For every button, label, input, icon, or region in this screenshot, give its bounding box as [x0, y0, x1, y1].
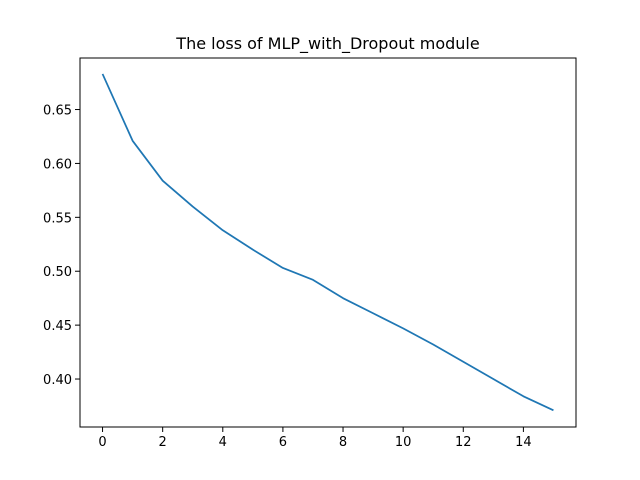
x-tick-label: 6: [279, 435, 287, 450]
x-tick-label: 14: [515, 435, 532, 450]
x-tick-label: 4: [219, 435, 227, 450]
chart-title: The loss of MLP_with_Dropout module: [175, 34, 479, 54]
y-axis-ticks: 0.40 0.45 0.50 0.55 0.60 0.65: [43, 104, 80, 388]
x-tick-label: 2: [159, 435, 167, 450]
y-tick-label: 0.50: [43, 265, 72, 280]
y-tick-label: 0.60: [43, 157, 72, 172]
y-tick-label: 0.55: [43, 211, 72, 226]
x-tick-label: 0: [98, 435, 106, 450]
x-tick-label: 10: [395, 435, 412, 450]
x-tick-label: 12: [455, 435, 472, 450]
x-tick-label: 8: [339, 435, 347, 450]
series-layer: [101, 73, 554, 412]
y-tick-label: 0.45: [43, 319, 72, 334]
loss-series-line: [101, 73, 554, 412]
x-axis-ticks: 0 2 4 6 8 10 12 14: [98, 427, 532, 450]
y-tick-label: 0.40: [43, 373, 72, 388]
y-tick-label: 0.65: [43, 104, 72, 119]
plot-area-frame: [79, 57, 577, 428]
